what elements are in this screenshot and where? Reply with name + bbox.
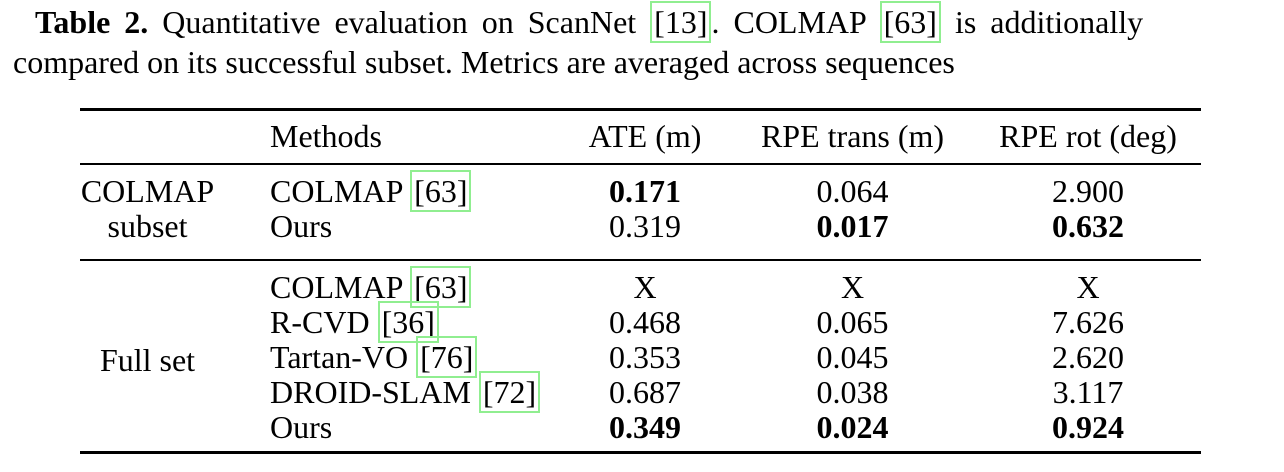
table-caption-line1: Table 2. Quantitative evaluation on Scan… bbox=[35, 1, 1144, 43]
table-caption-line2: compared on its successful subset. Metri… bbox=[13, 44, 955, 80]
rpe-trans-value: 0.024 bbox=[816, 408, 889, 445]
rpe-rot-value: 2.620 bbox=[1052, 338, 1124, 375]
ate-value: 0.171 bbox=[609, 172, 681, 209]
method-cell: DROID-SLAM [72] bbox=[215, 370, 560, 413]
citation-link-63-caption[interactable]: [63] bbox=[879, 1, 941, 43]
section-full-set: Full set COLMAP [63] X X X R-CVD [36] 0.… bbox=[80, 260, 1201, 453]
rpe-rot-value: 2.900 bbox=[1052, 172, 1124, 209]
table-row-colmap-subset-ours: Ours 0.319 0.017 0.632 bbox=[80, 207, 1201, 260]
method-cell: COLMAP [63] bbox=[215, 164, 560, 212]
caption-text-1: Quantitative evaluation on ScanNet bbox=[162, 4, 637, 40]
ate-value: X bbox=[633, 268, 657, 305]
rpe-rot-value: X bbox=[1076, 268, 1100, 305]
rpe-rot-value: 3.117 bbox=[1052, 373, 1124, 410]
citation-link-36[interactable]: [36] bbox=[377, 300, 439, 343]
section-colmap-subset: COLMAP subset COLMAP [63] 0.171 0.064 2.… bbox=[80, 164, 1201, 260]
method-name: Ours bbox=[270, 207, 333, 244]
method-name: DROID-SLAM bbox=[270, 373, 471, 410]
table-row-colmap-subset-colmap: COLMAP subset COLMAP [63] 0.171 0.064 2.… bbox=[80, 164, 1201, 243]
citation-link-76[interactable]: [76] bbox=[416, 335, 478, 378]
header-row: Methods ATE (m) RPE trans (m) RPE rot (d… bbox=[80, 110, 1201, 164]
caption-text-2: . COLMAP bbox=[711, 4, 866, 40]
ate-value: 0.468 bbox=[609, 303, 681, 340]
table-row-full-tartanvo: Tartan-VO [76] 0.353 0.045 2.620 bbox=[80, 335, 1201, 378]
rpe-rot-value: 0.632 bbox=[1052, 207, 1124, 244]
citation-link-63[interactable]: [63] bbox=[410, 169, 472, 212]
group-label-full-set: Full set bbox=[80, 260, 215, 453]
caption-text-3: is additionally bbox=[954, 4, 1144, 40]
method-cell: R-CVD [36] bbox=[215, 300, 560, 343]
method-name: R-CVD bbox=[270, 303, 370, 340]
method-name: Tartan-VO bbox=[270, 338, 409, 375]
method-name: COLMAP bbox=[270, 172, 403, 209]
rpe-trans-value: 0.017 bbox=[816, 207, 889, 244]
group-label-colmap-subset: COLMAP subset bbox=[80, 164, 215, 260]
caption-label: Table 2. bbox=[35, 4, 149, 40]
method-cell: Ours bbox=[215, 207, 560, 260]
method-cell: Tartan-VO [76] bbox=[215, 335, 560, 378]
method-cell: COLMAP [63] bbox=[215, 260, 560, 308]
header-ate: ATE (m) bbox=[588, 118, 702, 155]
ate-value: 0.349 bbox=[609, 408, 681, 445]
rpe-trans-value: 0.045 bbox=[816, 338, 889, 375]
rpe-trans-value: 0.064 bbox=[816, 172, 889, 209]
table-row-full-droidslam: DROID-SLAM [72] 0.687 0.038 3.117 bbox=[80, 370, 1201, 413]
group-label-line: subset bbox=[107, 207, 188, 244]
rpe-rot-value: 7.626 bbox=[1052, 303, 1124, 340]
method-cell: Ours bbox=[215, 408, 560, 453]
header-rpe-trans: RPE trans (m) bbox=[760, 118, 945, 155]
rpe-trans-value: X bbox=[840, 268, 865, 305]
ate-value: 0.687 bbox=[609, 373, 681, 410]
group-label-line: COLMAP bbox=[80, 172, 215, 209]
group-label-line: Full set bbox=[99, 341, 196, 378]
rpe-trans-value: 0.065 bbox=[816, 303, 889, 340]
header-group-empty bbox=[80, 110, 215, 164]
header-methods: Methods bbox=[270, 118, 382, 155]
citation-link-63-full[interactable]: [63] bbox=[410, 265, 472, 308]
citation-link-72[interactable]: [72] bbox=[478, 370, 541, 413]
ate-value: 0.319 bbox=[609, 207, 681, 244]
header-rpe-rot: RPE rot (deg) bbox=[999, 118, 1177, 155]
table-row-full-rcvd: R-CVD [36] 0.468 0.065 7.626 bbox=[80, 300, 1201, 343]
rpe-trans-value: 0.038 bbox=[816, 373, 889, 410]
table-row-full-ours: Ours 0.349 0.024 0.924 bbox=[80, 408, 1201, 453]
rpe-rot-value: 0.924 bbox=[1052, 408, 1124, 445]
table-head: Methods ATE (m) RPE trans (m) RPE rot (d… bbox=[80, 110, 1201, 164]
results-table: Methods ATE (m) RPE trans (m) RPE rot (d… bbox=[80, 108, 1201, 454]
table-row-full-colmap: Full set COLMAP [63] X X X bbox=[80, 260, 1201, 377]
method-name: COLMAP bbox=[270, 268, 403, 305]
citation-link-13[interactable]: [13] bbox=[650, 1, 712, 43]
ate-value: 0.353 bbox=[609, 338, 681, 375]
method-name: Ours bbox=[270, 408, 333, 445]
